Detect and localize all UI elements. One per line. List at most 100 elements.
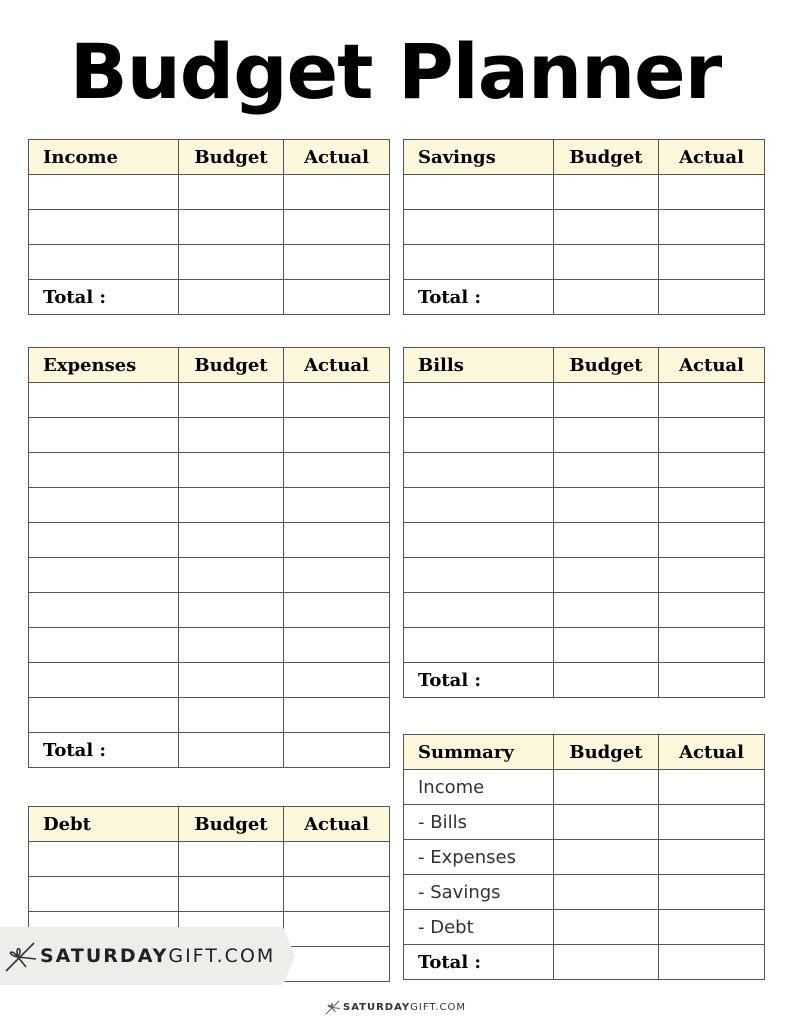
actual-cell[interactable] <box>283 697 390 733</box>
budget-total-cell[interactable] <box>553 279 659 315</box>
label-cell[interactable] <box>28 841 179 877</box>
actual-total-cell[interactable] <box>283 732 390 768</box>
actual-cell[interactable] <box>658 244 765 280</box>
budget-cell[interactable] <box>178 841 284 877</box>
actual-cell[interactable] <box>283 174 390 210</box>
budget-cell[interactable] <box>178 592 284 628</box>
label-cell[interactable] <box>403 557 554 593</box>
label-cell[interactable] <box>28 876 179 912</box>
budget-total-cell[interactable] <box>553 662 659 698</box>
actual-cell[interactable] <box>283 627 390 663</box>
budget-cell[interactable] <box>178 697 284 733</box>
budget-cell[interactable] <box>553 909 659 945</box>
actual-cell[interactable] <box>658 804 765 840</box>
budget-cell[interactable] <box>553 839 659 875</box>
actual-cell[interactable] <box>283 557 390 593</box>
budget-cell[interactable] <box>178 557 284 593</box>
actual-total-cell[interactable] <box>658 279 765 315</box>
actual-cell[interactable] <box>283 592 390 628</box>
actual-cell[interactable] <box>283 522 390 558</box>
label-cell[interactable] <box>403 244 554 280</box>
budget-total-cell[interactable] <box>553 944 659 980</box>
label-cell[interactable] <box>28 452 179 488</box>
actual-total-cell[interactable] <box>658 944 765 980</box>
label-cell[interactable] <box>403 522 554 558</box>
budget-cell[interactable] <box>553 592 659 628</box>
label-cell[interactable] <box>28 244 179 280</box>
label-cell[interactable] <box>28 662 179 698</box>
actual-cell[interactable] <box>658 909 765 945</box>
actual-cell[interactable] <box>283 244 390 280</box>
label-cell[interactable] <box>403 487 554 523</box>
budget-cell[interactable] <box>178 209 284 245</box>
actual-cell[interactable] <box>658 874 765 910</box>
label-cell[interactable] <box>403 382 554 418</box>
actual-cell[interactable] <box>658 417 765 453</box>
actual-cell[interactable] <box>283 417 390 453</box>
budget-cell[interactable] <box>553 417 659 453</box>
label-cell[interactable] <box>28 209 179 245</box>
actual-cell[interactable] <box>658 452 765 488</box>
actual-cell[interactable] <box>658 382 765 418</box>
budget-cell[interactable] <box>178 487 284 523</box>
label-cell[interactable] <box>403 452 554 488</box>
budget-cell[interactable] <box>553 487 659 523</box>
label-cell[interactable] <box>28 487 179 523</box>
budget-cell[interactable] <box>178 522 284 558</box>
actual-cell[interactable] <box>283 487 390 523</box>
label-cell[interactable] <box>403 174 554 210</box>
budget-cell[interactable] <box>178 174 284 210</box>
actual-total-cell[interactable] <box>283 279 390 315</box>
budget-cell[interactable] <box>553 452 659 488</box>
label-cell[interactable] <box>403 627 554 663</box>
budget-total-cell[interactable] <box>178 279 284 315</box>
budget-cell[interactable] <box>178 244 284 280</box>
actual-cell[interactable] <box>283 452 390 488</box>
budget-cell[interactable] <box>553 769 659 805</box>
budget-cell[interactable] <box>553 522 659 558</box>
actual-cell[interactable] <box>658 487 765 523</box>
label-cell[interactable] <box>28 557 179 593</box>
actual-cell[interactable] <box>283 382 390 418</box>
budget-cell[interactable] <box>553 382 659 418</box>
actual-cell[interactable] <box>658 174 765 210</box>
budget-cell[interactable] <box>553 874 659 910</box>
label-cell[interactable] <box>28 522 179 558</box>
budget-cell[interactable] <box>553 804 659 840</box>
budget-cell[interactable] <box>178 876 284 912</box>
label-cell[interactable] <box>28 592 179 628</box>
label-cell[interactable] <box>403 592 554 628</box>
actual-total-cell[interactable] <box>658 662 765 698</box>
budget-cell[interactable] <box>178 382 284 418</box>
label-cell[interactable] <box>28 627 179 663</box>
actual-cell[interactable] <box>283 876 390 912</box>
actual-cell[interactable] <box>658 592 765 628</box>
budget-cell[interactable] <box>553 174 659 210</box>
label-cell[interactable] <box>403 209 554 245</box>
actual-cell[interactable] <box>283 662 390 698</box>
actual-cell[interactable] <box>658 627 765 663</box>
budget-cell[interactable] <box>178 417 284 453</box>
budget-cell[interactable] <box>553 244 659 280</box>
actual-cell[interactable] <box>658 557 765 593</box>
label-cell[interactable] <box>28 417 179 453</box>
actual-cell[interactable] <box>658 769 765 805</box>
actual-cell[interactable] <box>658 522 765 558</box>
budget-cell[interactable] <box>178 662 284 698</box>
actual-cell[interactable] <box>283 946 390 982</box>
actual-cell[interactable] <box>283 209 390 245</box>
budget-cell[interactable] <box>553 627 659 663</box>
actual-cell[interactable] <box>658 839 765 875</box>
budget-total-cell[interactable] <box>178 732 284 768</box>
budget-cell[interactable] <box>553 557 659 593</box>
actual-cell[interactable] <box>658 209 765 245</box>
label-cell[interactable] <box>28 174 179 210</box>
budget-cell[interactable] <box>178 627 284 663</box>
actual-cell[interactable] <box>283 841 390 877</box>
label-cell[interactable] <box>403 417 554 453</box>
actual-cell[interactable] <box>283 911 390 947</box>
budget-cell[interactable] <box>178 452 284 488</box>
label-cell[interactable] <box>28 697 179 733</box>
label-cell[interactable] <box>28 382 179 418</box>
budget-cell[interactable] <box>553 209 659 245</box>
